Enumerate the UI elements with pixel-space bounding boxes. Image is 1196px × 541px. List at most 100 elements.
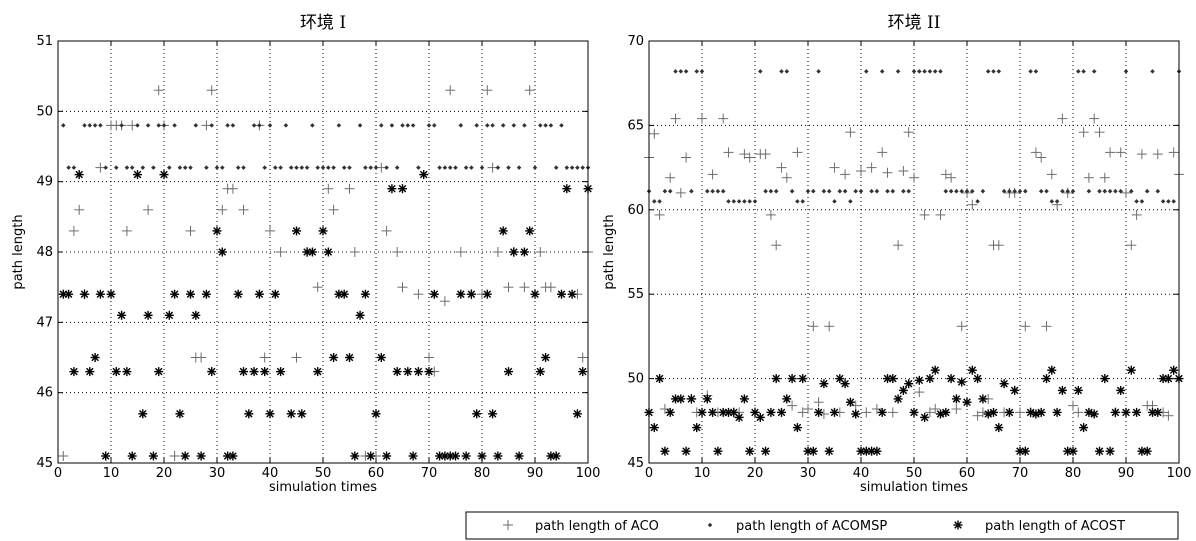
data-point-plus <box>1020 321 1031 332</box>
data-point-dot <box>652 199 657 204</box>
data-point-plus <box>1105 147 1116 158</box>
data-point-star <box>1057 385 1067 395</box>
data-point-dot <box>1001 188 1007 194</box>
data-point-plus <box>829 162 840 173</box>
data-point-star <box>745 446 755 456</box>
x-tick-label: 50 <box>906 466 923 481</box>
data-point-dot <box>662 188 668 194</box>
data-point-star <box>504 367 513 377</box>
data-point-dot <box>1081 69 1086 74</box>
data-point-dot <box>1017 188 1023 194</box>
data-point-star <box>572 409 582 419</box>
legend-label: path length of ACO <box>535 519 659 534</box>
data-point-dot <box>689 188 694 194</box>
data-point-star <box>708 407 718 417</box>
data-point-plus <box>217 204 228 215</box>
data-point-star <box>729 407 739 417</box>
data-point-star <box>814 407 824 417</box>
data-point-star <box>649 423 659 433</box>
data-point-dot <box>1012 188 1017 194</box>
data-point-star <box>498 226 508 236</box>
data-point-plus <box>1015 407 1025 418</box>
data-point-star <box>655 374 665 384</box>
x-tick-label: 70 <box>1012 466 1029 481</box>
data-point-star <box>170 289 180 299</box>
data-point-star <box>909 407 919 417</box>
data-point-star <box>509 247 519 257</box>
data-point-star <box>488 409 498 419</box>
data-point-dot <box>779 69 784 74</box>
y-tick-label: 49 <box>36 175 53 190</box>
data-point-plus <box>413 289 424 300</box>
data-point-star <box>254 289 264 299</box>
data-point-star <box>792 423 802 433</box>
data-point-star <box>366 451 376 461</box>
data-point-star <box>1169 365 1179 375</box>
data-point-star <box>1089 409 1099 419</box>
data-point-star <box>686 394 696 404</box>
data-point-star <box>692 423 702 433</box>
data-point-dot <box>1107 188 1113 194</box>
data-point-star <box>318 226 328 236</box>
data-point-plus <box>771 240 782 251</box>
data-point-star <box>1132 407 1142 417</box>
data-point-dot <box>683 69 689 74</box>
data-point-dot <box>564 165 570 170</box>
data-point-dot <box>805 188 811 194</box>
data-point-dot <box>1091 69 1097 74</box>
data-point-star <box>925 374 935 384</box>
data-point-star <box>207 367 217 377</box>
legend-marker-star <box>953 520 963 530</box>
data-point-plus <box>227 183 238 194</box>
data-point-star <box>962 397 972 407</box>
data-point-plus <box>924 407 935 418</box>
x-tick-label: 40 <box>853 466 870 481</box>
legend-label: path length of ACOST <box>985 519 1125 534</box>
data-point-plus <box>121 225 132 236</box>
data-point-plus <box>723 147 734 158</box>
data-point-star <box>787 374 797 384</box>
data-point-dot <box>1028 69 1033 74</box>
data-point-plus <box>1163 410 1174 421</box>
data-point-star <box>872 446 882 456</box>
data-point-dot <box>678 69 684 74</box>
data-point-dot <box>848 199 853 204</box>
data-point-plus <box>143 204 154 215</box>
data-point-dot <box>895 69 901 74</box>
legend-item-aco: path length of ACO <box>503 519 659 534</box>
data-point-plus <box>1136 149 1147 160</box>
data-point-dot <box>1134 199 1139 204</box>
data-point-dot <box>832 199 837 204</box>
data-point-star <box>371 409 381 419</box>
data-point-plus <box>535 247 546 257</box>
data-point-plus <box>482 85 493 96</box>
data-point-dot <box>816 69 821 74</box>
data-point-star <box>1052 407 1062 417</box>
data-point-star <box>530 289 540 299</box>
data-point-plus <box>519 282 530 293</box>
data-point-dot <box>538 123 543 128</box>
data-point-dot <box>1129 188 1134 194</box>
legend-item-acost: path length of ACOST <box>953 519 1125 534</box>
data-point-dot <box>82 123 87 128</box>
y-tick-label: 55 <box>627 287 644 302</box>
data-point-dot <box>1144 188 1150 194</box>
data-point-dot <box>811 188 816 194</box>
data-point-plus <box>312 282 323 293</box>
data-point-star <box>771 374 781 384</box>
data-point-star <box>1020 446 1030 456</box>
data-point-dot <box>1118 188 1123 194</box>
data-point-plus <box>291 352 302 363</box>
data-point-plus <box>813 397 824 408</box>
data-point-dot <box>943 188 949 194</box>
data-point-star <box>461 451 471 461</box>
data-point-plus <box>649 128 660 139</box>
data-point-star <box>888 374 898 384</box>
data-point-star <box>904 379 914 389</box>
data-point-plus <box>153 85 164 96</box>
data-point-star <box>143 310 153 320</box>
data-point-star <box>1095 446 1104 456</box>
data-point-plus <box>940 169 951 180</box>
data-point-star <box>1073 385 1083 395</box>
data-point-dot <box>699 69 705 74</box>
